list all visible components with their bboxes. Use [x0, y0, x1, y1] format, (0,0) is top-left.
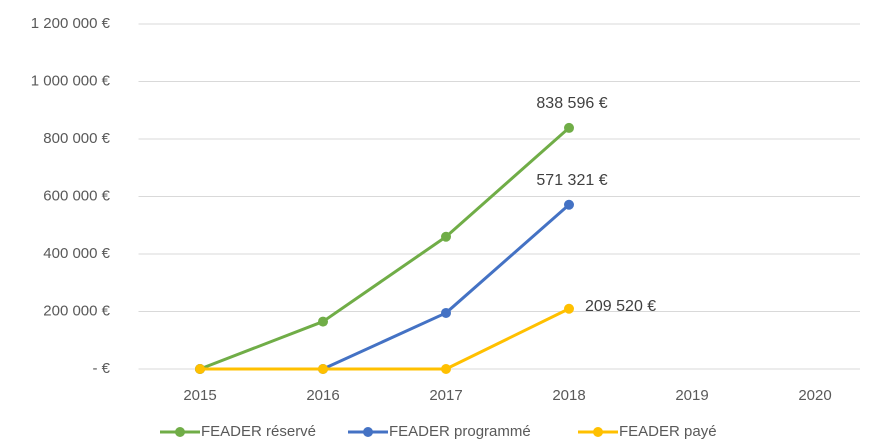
- x-tick-label: 2017: [429, 387, 462, 404]
- y-tick-label: 1 000 000 €: [31, 72, 111, 89]
- data-point: [441, 231, 451, 242]
- y-tick-label: - €: [92, 360, 110, 377]
- x-tick-label: 2020: [798, 387, 831, 404]
- x-tick-label: 2015: [183, 387, 216, 404]
- x-tick-label: 2018: [552, 387, 585, 404]
- data-label: 209 520 €: [585, 298, 656, 315]
- legend-marker: [175, 427, 185, 437]
- x-tick-label: 2019: [675, 387, 708, 404]
- data-point: [195, 364, 205, 374]
- y-tick-label: 600 000 €: [43, 187, 110, 204]
- data-label: 838 596 €: [536, 95, 607, 112]
- y-tick-label: 1 200 000 €: [31, 15, 111, 32]
- series-line: [200, 307, 570, 371]
- data-label: 571 321 €: [536, 172, 607, 189]
- legend-label: FEADER réservé: [201, 423, 316, 439]
- data-point: [318, 364, 328, 374]
- data-point: [564, 303, 574, 314]
- data-point: [441, 364, 451, 374]
- y-tick-label: 200 000 €: [43, 302, 110, 319]
- y-tick-label: 800 000 €: [43, 130, 110, 147]
- data-point: [564, 199, 574, 210]
- legend-marker: [363, 427, 373, 437]
- x-tick-label: 2016: [306, 387, 339, 404]
- series-line: [199, 126, 570, 371]
- legend-marker: [593, 427, 603, 437]
- legend-label: FEADER payé: [619, 423, 717, 439]
- series-line: [200, 203, 570, 371]
- data-point: [441, 307, 451, 318]
- data-point: [318, 316, 328, 327]
- legend-label: FEADER programmé: [389, 423, 531, 439]
- y-tick-label: 400 000 €: [43, 245, 110, 262]
- data-point: [564, 122, 574, 133]
